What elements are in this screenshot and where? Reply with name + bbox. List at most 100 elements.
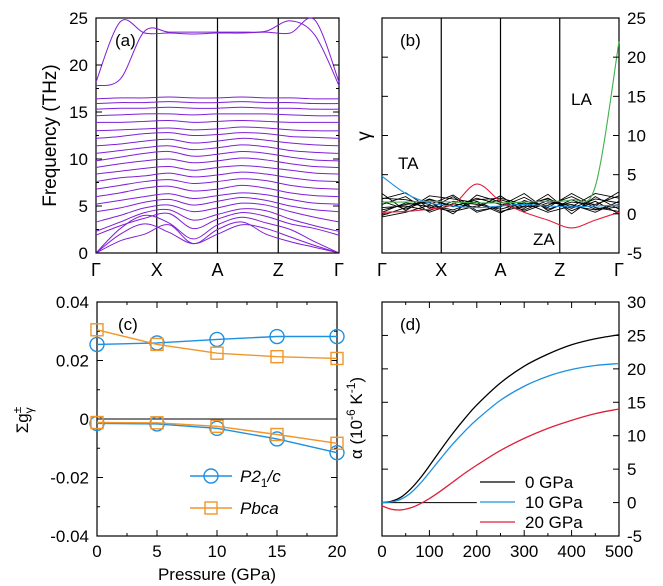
y-tick-label: 20 bbox=[69, 56, 88, 75]
series-line-positive bbox=[96, 335, 337, 346]
x-tick-label: 20 bbox=[328, 542, 347, 561]
data-point-circle bbox=[269, 328, 285, 345]
x-tick-label: 500 bbox=[605, 542, 633, 561]
plot-frame-d bbox=[381, 301, 620, 537]
y-tick-label: 15 bbox=[627, 393, 646, 412]
y-tick-label: 20 bbox=[627, 360, 646, 379]
legend-label: Pbca bbox=[240, 499, 279, 518]
legend-label-sub: 1 bbox=[261, 476, 268, 490]
y-tick-label: 0 bbox=[79, 244, 88, 263]
y-axis-label-close: ) bbox=[347, 377, 366, 383]
data-point-circle bbox=[209, 331, 225, 348]
panel-c: -0.04 -0.02 0 0.02 0.04 0 5 10 15 20 P21/c Pbca (c) P… bbox=[10, 293, 346, 584]
phonon-branch bbox=[95, 101, 340, 105]
gruneisen-branch bbox=[381, 196, 620, 213]
panel-b: -5 0 5 10 15 20 25 Γ X A Z Γ (b) γ TA LA ZA bbox=[354, 9, 646, 280]
phonon-branch bbox=[95, 202, 340, 223]
phonon-branch bbox=[95, 157, 340, 168]
x-tick-label: 400 bbox=[557, 542, 585, 561]
data-point-square bbox=[150, 416, 164, 430]
y-tick-label: -5 bbox=[627, 244, 642, 263]
y-axis-label-exp: -6 bbox=[344, 409, 358, 420]
data-point-square bbox=[330, 436, 344, 450]
phonon-branch bbox=[95, 17, 340, 83]
x-tick-label: 15 bbox=[268, 542, 287, 561]
x-tick-label: X bbox=[151, 260, 163, 280]
data-point-square bbox=[90, 415, 104, 430]
y-axis-label-main: Σg bbox=[13, 413, 32, 433]
y-axis-label: α (10-6 K-1) bbox=[344, 377, 366, 459]
y-tick-label: 0 bbox=[627, 494, 636, 513]
phonon-branch bbox=[95, 221, 340, 254]
x-tick-label: Γ bbox=[334, 260, 344, 280]
legend-label: 0 GPa bbox=[525, 473, 574, 492]
panel-label: (b) bbox=[400, 31, 421, 50]
data-point-square bbox=[150, 337, 164, 352]
data-point-circle bbox=[329, 444, 345, 461]
x-axis-label: Pressure (GPa) bbox=[158, 565, 276, 584]
y-tick-label: 0.04 bbox=[56, 293, 89, 312]
phonon-branch bbox=[95, 113, 340, 117]
legend-label-main: P2 bbox=[240, 467, 261, 486]
y-axis-label-exp2: -1 bbox=[344, 382, 358, 393]
phonon-branch bbox=[95, 144, 340, 154]
y-tick-label: 5 bbox=[627, 166, 636, 185]
x-tick-label: 100 bbox=[415, 542, 443, 561]
phonon-branch bbox=[95, 126, 340, 132]
x-tick-label: 5 bbox=[152, 542, 161, 561]
panel-label: (d) bbox=[400, 315, 421, 334]
y-axis-label: γ bbox=[354, 131, 375, 141]
y-axis-label-unit: K bbox=[347, 393, 366, 410]
phonon-branch bbox=[95, 214, 340, 254]
phonon-branch bbox=[95, 197, 340, 213]
data-point-circle bbox=[209, 420, 225, 437]
x-tick-label: Z bbox=[554, 260, 565, 280]
y-tick-label: 20 bbox=[627, 48, 646, 67]
y-tick-label: 15 bbox=[627, 87, 646, 106]
phonon-branch bbox=[95, 184, 340, 198]
acoustic-branch-ta bbox=[381, 175, 620, 209]
phonon-branch bbox=[95, 20, 340, 87]
x-tick-label: 0 bbox=[92, 542, 101, 561]
y-axis-label: Σgγ± bbox=[10, 406, 36, 433]
x-tick-label: Γ bbox=[377, 260, 387, 280]
x-tick-label: 300 bbox=[510, 542, 538, 561]
y-tick-label: 10 bbox=[627, 127, 646, 146]
y-tick-label: 25 bbox=[627, 326, 646, 345]
phonon-branch bbox=[95, 150, 340, 162]
legend-label-main: Pbca bbox=[240, 499, 279, 518]
phonon-branch bbox=[95, 208, 340, 232]
phonon-branch bbox=[95, 223, 340, 254]
y-tick-label: -0.04 bbox=[50, 527, 89, 546]
data-point-circle bbox=[329, 328, 345, 345]
y-axis-label-main: α (10 bbox=[347, 420, 366, 459]
y-tick-label: 15 bbox=[69, 103, 88, 122]
y-axis-label: Frequency (THz) bbox=[40, 64, 61, 207]
annotation-ta: TA bbox=[398, 154, 419, 173]
phonon-branch bbox=[95, 119, 339, 123]
phonon-branch bbox=[95, 178, 340, 190]
legend-marker-circle bbox=[203, 468, 219, 484]
x-tick-label: 10 bbox=[208, 542, 227, 561]
y-tick-label: 5 bbox=[627, 460, 636, 479]
data-point-square bbox=[270, 349, 284, 364]
legend-label-tail: /c bbox=[266, 467, 281, 486]
data-point-circle bbox=[269, 431, 285, 447]
x-tick-label: 0 bbox=[377, 542, 386, 561]
expansion-curve bbox=[381, 362, 620, 504]
legend-label: 20 GPa bbox=[525, 513, 583, 532]
legend-label: 10 GPa bbox=[525, 493, 583, 512]
y-tick-label: -0.02 bbox=[50, 469, 89, 488]
expansion-curve bbox=[381, 334, 620, 504]
y-tick-label: 25 bbox=[627, 9, 646, 28]
phonon-branch bbox=[95, 132, 340, 139]
phonon-branch bbox=[95, 96, 340, 100]
y-tick-label: -5 bbox=[627, 527, 642, 546]
data-point-square bbox=[210, 419, 224, 434]
panel-label: (c) bbox=[118, 315, 138, 334]
x-tick-label: Γ bbox=[91, 260, 101, 280]
legend-label: P21/c bbox=[240, 467, 281, 490]
y-tick-label: 10 bbox=[69, 150, 88, 169]
